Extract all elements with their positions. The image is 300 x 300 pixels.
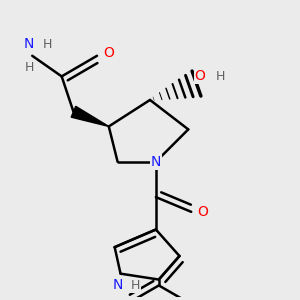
Text: N: N	[151, 155, 161, 169]
Text: O: O	[195, 69, 206, 83]
Text: H: H	[42, 38, 52, 50]
Text: O: O	[103, 46, 114, 60]
Polygon shape	[71, 106, 109, 126]
Text: O: O	[198, 205, 208, 219]
Text: N: N	[112, 278, 123, 292]
Text: N: N	[24, 37, 34, 51]
Text: H: H	[130, 279, 140, 292]
Text: H: H	[25, 61, 34, 74]
Text: H: H	[216, 70, 225, 83]
